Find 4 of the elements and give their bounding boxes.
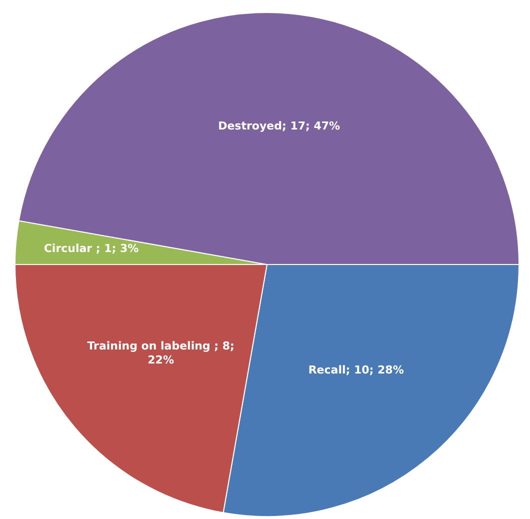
slice-label: Training on labeling ; 8; 22% bbox=[87, 339, 234, 366]
slice-label: Circular ; 1; 3% bbox=[44, 242, 139, 255]
slice-label: Destroyed; 17; 47% bbox=[218, 119, 340, 132]
slice-label: Recall; 10; 28% bbox=[308, 364, 404, 377]
